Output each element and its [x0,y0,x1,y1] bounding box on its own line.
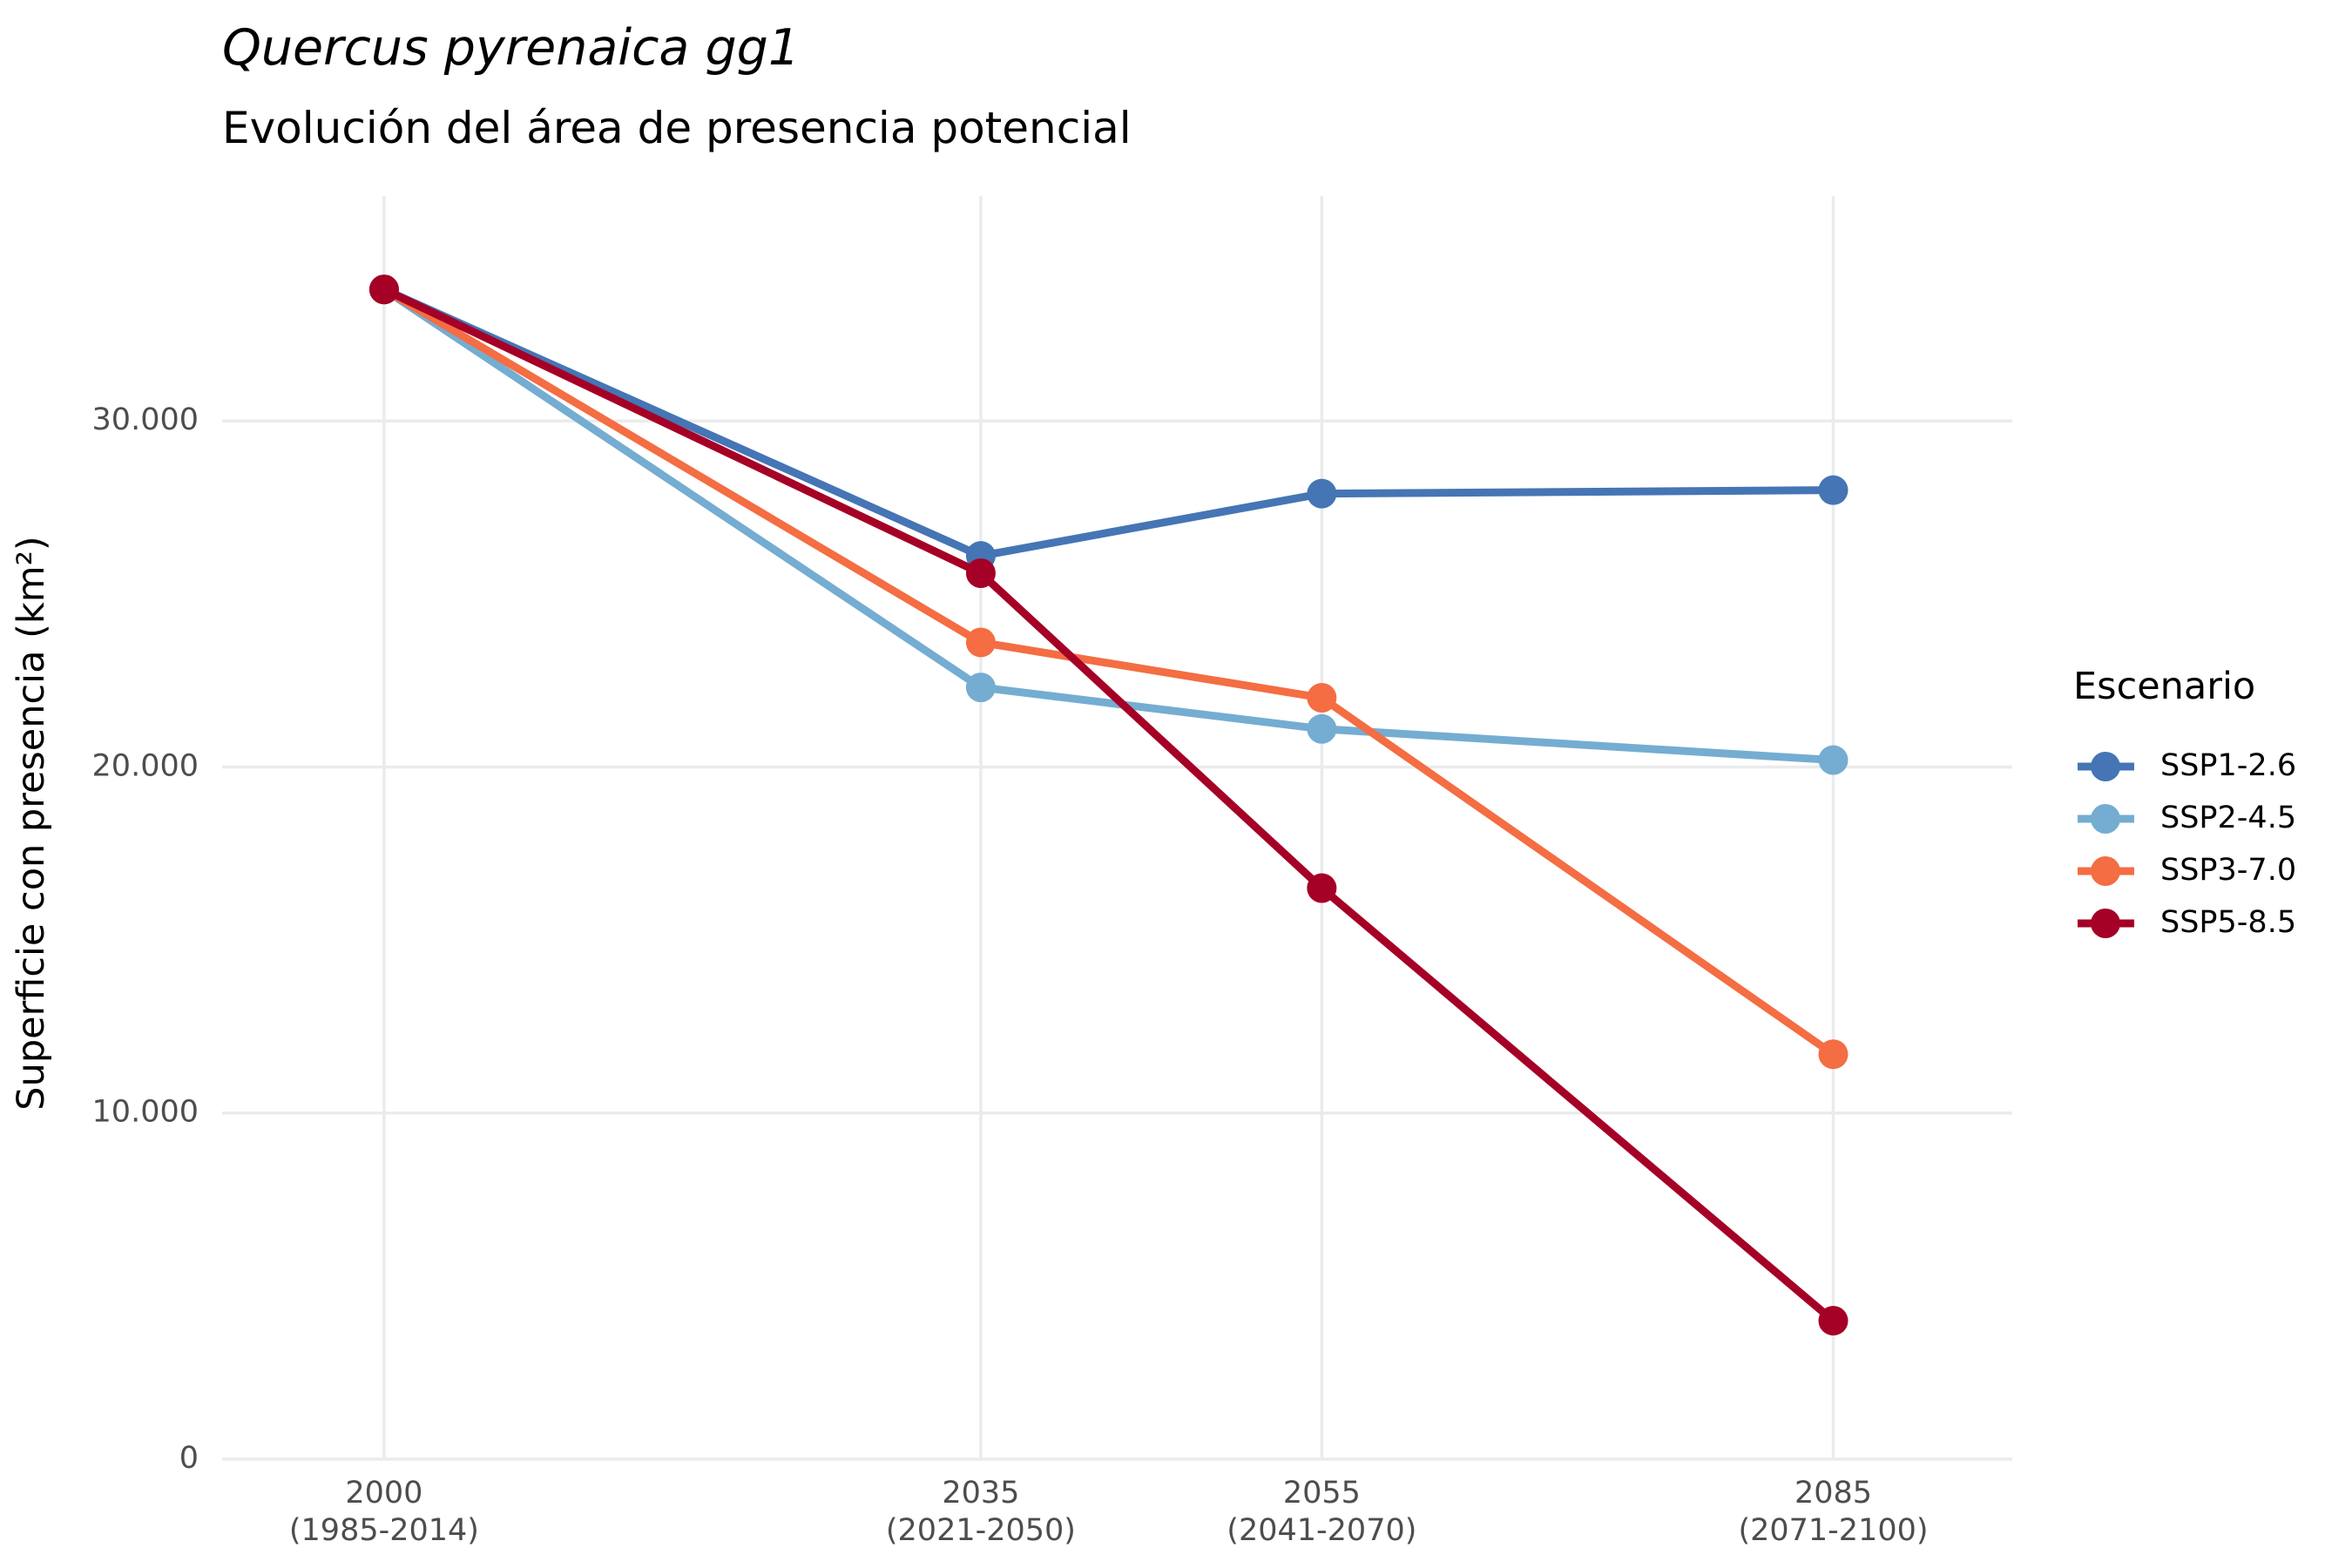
y-axis-label: Superficie con presencia (km²) [10,536,53,1110]
series-group [368,274,1848,1336]
series-SSP3-7.0 [368,274,1848,1070]
y-tick-label: 10.000 [92,1095,199,1130]
y-tick-label: 30.000 [92,402,199,437]
data-point [965,558,996,589]
legend-item: SSP1-2.6 [2078,748,2296,783]
data-point [1307,478,1337,509]
series-SSP1-2.6 [368,274,1848,571]
series-line [382,286,1834,765]
chart-subtitle: Evolución del área de presencia potencia… [222,103,1132,153]
data-point [1818,1306,1848,1336]
data-point [1307,873,1337,903]
legend-label: SSP5-8.5 [2160,905,2296,940]
legend-item: SSP3-7.0 [2078,853,2296,888]
y-tick-label: 20.000 [92,748,199,783]
series-SSP2-4.5 [368,274,1848,775]
legend-label: SSP1-2.6 [2160,748,2296,783]
x-tick-label: 2035 (2021-2050) [886,1476,1076,1548]
y-axis-ticks: 0 10.000 20.000 30.000 [92,402,199,1476]
data-point [965,672,996,703]
legend: Escenario SSP1-2.6 SSP2-4.5 SSP3-7.0 SSP5-8.… [2073,665,2296,940]
data-point [965,627,996,658]
series-SSP5-8.5 [368,274,1848,1336]
y-tick-label: 0 [179,1441,199,1476]
grid-lines [222,196,2012,1461]
legend-key-point [2091,909,2120,938]
x-tick-label: 2085 (2071-2100) [1738,1476,1928,1548]
chart-title: Quercus pyrenaica gg1 [222,19,801,77]
data-point [1307,683,1337,713]
legend-key-point [2091,804,2120,834]
data-point [1818,745,1848,775]
x-axis-ticks: 2000 (1985-2014) 2035 (2021-2050) 2055 (2041-… [289,1476,1929,1548]
legend-item: SSP2-4.5 [2078,801,2296,835]
x-tick-label: 2000 (1985-2014) [289,1476,479,1548]
series-line [382,286,1834,560]
x-tick-label: 2055 (2041-2070) [1227,1476,1416,1548]
data-point [1818,475,1848,505]
series-line [382,286,1836,1058]
legend-title: Escenario [2073,665,2255,708]
legend-item: SSP5-8.5 [2078,905,2296,940]
data-point [368,274,399,305]
data-point [1818,1039,1848,1070]
series-line [382,286,1836,1324]
data-point [1307,713,1337,744]
legend-label: SSP3-7.0 [2160,853,2296,888]
legend-key-point [2091,752,2120,781]
legend-label: SSP2-4.5 [2160,801,2296,835]
legend-key-point [2091,856,2120,886]
